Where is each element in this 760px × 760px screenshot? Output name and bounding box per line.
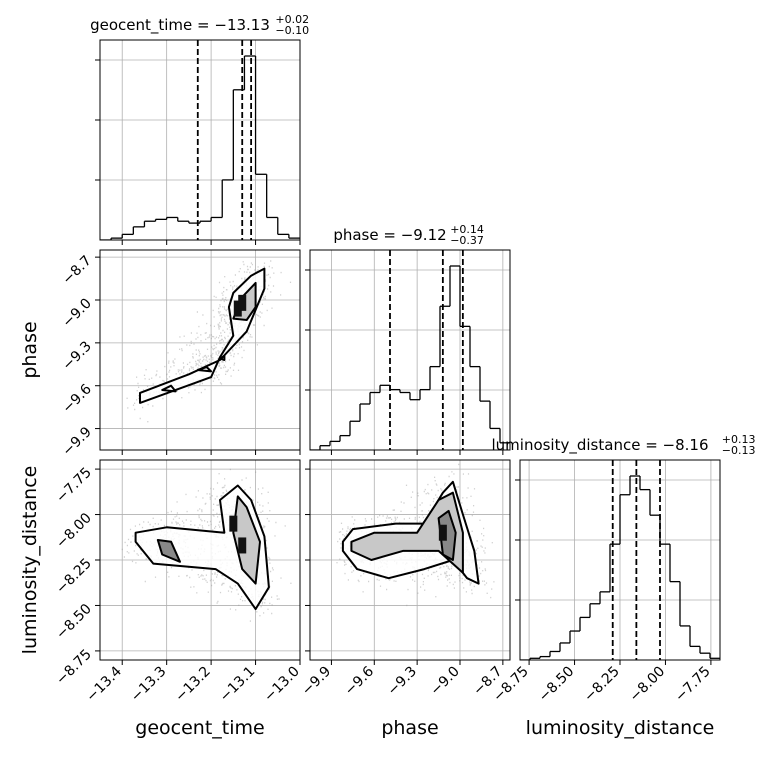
density-geocent_time-vs-phase xyxy=(126,260,292,423)
xtick-label-geocent_time-1: −13.3 xyxy=(128,664,170,706)
histogram-luminosity_distance xyxy=(520,475,720,660)
contour-geocent_time-phase-0 xyxy=(139,267,266,404)
panel-geocent_time-vs-phase-frame xyxy=(99,249,301,451)
xtick-label-geocent_time-4: −13.0 xyxy=(261,664,303,706)
ylabel-phase: phase xyxy=(19,321,41,378)
xlabel-phase: phase xyxy=(381,717,438,739)
density-geocent_time-vs-luminosity_distance xyxy=(121,468,292,622)
xtick-label-geocent_time-2: −13.2 xyxy=(172,664,214,706)
xtick-label-luminosity_distance-3: −8.00 xyxy=(627,664,669,706)
ytick-label-luminosity_distance-2: −8.25 xyxy=(53,556,95,598)
histogram-phase xyxy=(310,265,510,450)
title-sup-phase: +0.14 xyxy=(450,223,484,236)
title-sup-luminosity_distance: +0.13 xyxy=(722,433,756,446)
ytick-label-luminosity_distance-4: −7.75 xyxy=(53,465,95,507)
title-sup-geocent_time: +0.02 xyxy=(275,13,309,26)
density-peak-geocent_time-phase-1 xyxy=(238,294,247,311)
panel-geocent_time-hist-frame xyxy=(99,39,301,241)
histogram-geocent_time xyxy=(100,55,300,240)
ytick-label-phase-1: −9.6 xyxy=(59,381,94,416)
xtick-label-geocent_time-0: −13.4 xyxy=(83,663,125,705)
xtick-label-luminosity_distance-4: −7.75 xyxy=(672,664,714,706)
xtick-label-geocent_time-3: −13.1 xyxy=(217,664,259,706)
title-sub-geocent_time: −0.10 xyxy=(275,24,309,37)
contour-geocent_time-luminosity_distance-2 xyxy=(156,539,181,563)
title-sub-luminosity_distance: −0.13 xyxy=(722,444,756,457)
contour-phase-luminosity_distance-2 xyxy=(437,509,457,561)
title-phase: phase = −9.12 xyxy=(333,226,446,244)
xtick-label-phase-2: −9.3 xyxy=(385,664,420,699)
xlabel-geocent_time: geocent_time xyxy=(135,717,264,739)
xtick-label-luminosity_distance-1: −8.50 xyxy=(536,664,578,706)
title-luminosity_distance: luminosity_distance = −8.16 xyxy=(491,436,708,455)
ylabel-luminosity_distance: luminosity_distance xyxy=(19,466,41,655)
contour-geocent_time-phase-4 xyxy=(219,354,226,361)
density-peak-phase-luminosity_distance-0 xyxy=(438,524,447,541)
density-peak-geocent_time-phase-0 xyxy=(233,300,242,317)
contour-geocent_time-phase-2 xyxy=(161,384,177,393)
ytick-label-luminosity_distance-1: −8.50 xyxy=(53,601,95,643)
density-phase-vs-luminosity_distance xyxy=(336,463,495,607)
ytick-label-phase-2: −9.3 xyxy=(59,338,94,373)
title-geocent_time: geocent_time = −13.13 xyxy=(90,16,270,35)
contour-geocent_time-phase-3 xyxy=(196,366,213,373)
xtick-label-phase-0: −9.9 xyxy=(299,664,334,699)
density-peak-geocent_time-luminosity_distance-0 xyxy=(229,515,238,532)
xlabel-luminosity_distance: luminosity_distance xyxy=(526,717,715,739)
density-peak-geocent_time-luminosity_distance-1 xyxy=(238,537,247,554)
ytick-label-phase-3: −9.0 xyxy=(59,296,94,331)
contour-phase-luminosity_distance-1 xyxy=(350,491,464,574)
ytick-label-luminosity_distance-3: −8.00 xyxy=(53,510,95,552)
title-sub-phase: −0.37 xyxy=(450,234,484,247)
ytick-label-luminosity_distance-0: −8.75 xyxy=(53,646,95,688)
xtick-label-phase-1: −9.6 xyxy=(342,663,377,698)
ytick-label-phase-4: −8.7 xyxy=(59,253,94,288)
ytick-label-phase-0: −9.9 xyxy=(59,424,94,459)
panel-phase-hist-frame xyxy=(309,249,511,451)
contour-geocent_time-luminosity_distance-1 xyxy=(232,495,261,585)
xtick-label-luminosity_distance-2: −8.25 xyxy=(581,664,623,706)
xtick-label-phase-3: −9.0 xyxy=(427,664,462,699)
